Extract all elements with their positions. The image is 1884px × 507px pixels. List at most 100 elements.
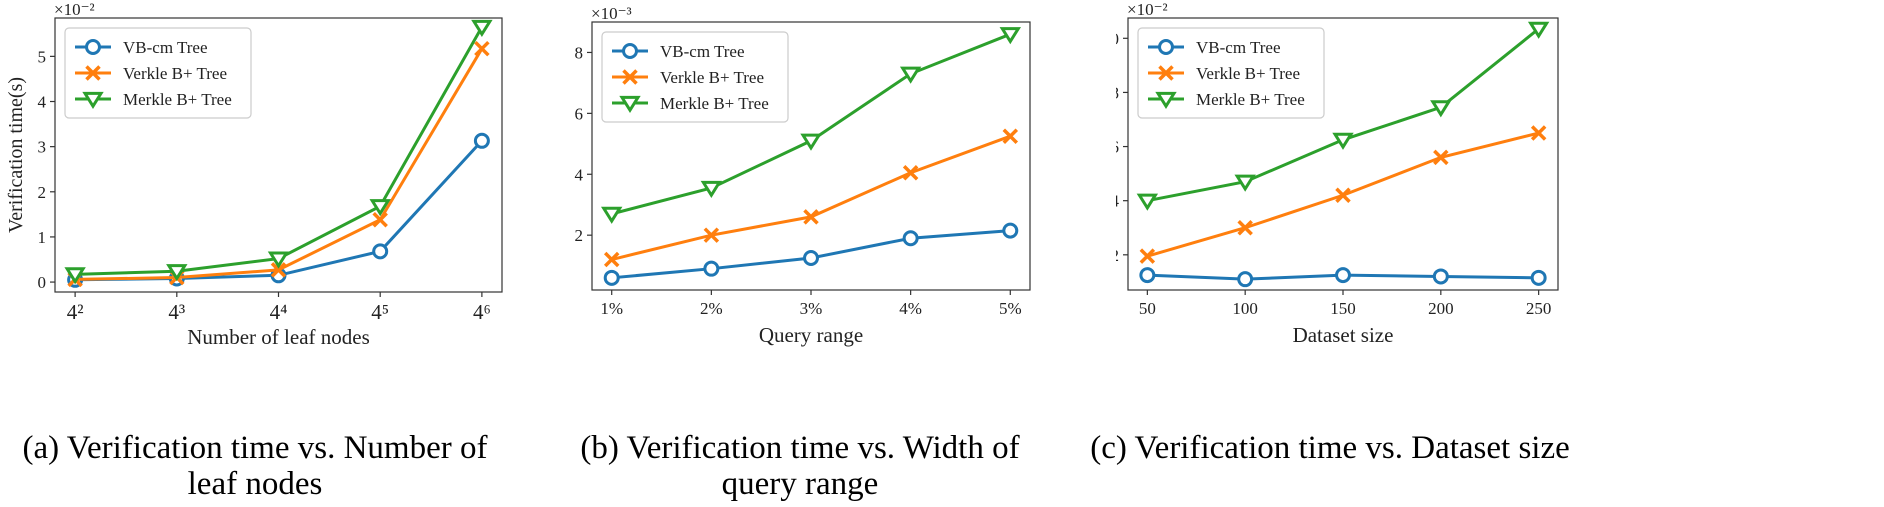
- x-tick-label: 2%: [700, 299, 723, 318]
- legend-label: Verkle B+ Tree: [1196, 64, 1300, 83]
- x-tick-label: 100: [1232, 299, 1258, 318]
- y-tick-label: 0.8: [1116, 83, 1119, 102]
- data-point: [267, 251, 290, 269]
- legend-label: Merkle B+ Tree: [1196, 90, 1305, 109]
- y-tick-label: 4: [575, 165, 584, 184]
- data-point: [1332, 132, 1354, 150]
- legend-label: VB-cm Tree: [123, 38, 208, 57]
- data-point: [902, 165, 919, 181]
- caption-b: (b) Verification time vs. Width of query…: [520, 430, 1080, 502]
- caption-b-line-1: (b) Verification time vs. Width of: [580, 430, 1020, 466]
- data-point: [372, 243, 389, 260]
- data-point: [1530, 125, 1547, 141]
- x-tick-label: 4⁴: [270, 300, 288, 324]
- x-tick-label: 200: [1428, 299, 1454, 318]
- data-point: [1002, 222, 1019, 239]
- data-point: [603, 269, 620, 286]
- y-tick-label: 5: [38, 47, 47, 66]
- y-tick-label: 4: [38, 93, 47, 112]
- series-circle: [603, 222, 1019, 286]
- x-axis-label: Query range: [759, 323, 863, 347]
- data-point: [999, 27, 1021, 45]
- x-tick-label: 3%: [800, 299, 823, 318]
- y-tick-label: 8: [575, 43, 584, 62]
- series-triangle-down: [1136, 21, 1550, 211]
- legend-marker: [622, 43, 638, 59]
- data-point: [1433, 149, 1449, 166]
- x-tick-label: 4%: [899, 299, 922, 318]
- data-point: [1136, 193, 1159, 211]
- legend-marker: [82, 91, 104, 110]
- y-tick-label: 3: [38, 138, 47, 157]
- data-point: [703, 260, 720, 277]
- data-point: [474, 40, 490, 57]
- data-point: [1335, 187, 1351, 204]
- x-tick-label: 150: [1330, 299, 1356, 318]
- x-axis-label: Dataset size: [1293, 323, 1394, 347]
- y-multiplier-label: ×10⁻³: [591, 4, 632, 23]
- data-point: [1430, 100, 1452, 118]
- series-x: [603, 128, 1019, 268]
- data-point: [899, 66, 922, 84]
- y-multiplier-label: ×10⁻²: [54, 0, 95, 19]
- data-point: [902, 230, 919, 247]
- caption-b-line-2: query range: [721, 466, 879, 502]
- legend-label: Merkle B+ Tree: [660, 94, 769, 113]
- y-tick-label: 2: [38, 183, 47, 202]
- legend: VB-cm Tree Verkle B+ Tree Merkle B+ Tree: [64, 27, 252, 119]
- legend: VB-cm Tree Verkle B+ Tree Merkle B+ Tree: [1137, 27, 1325, 119]
- data-point: [1432, 268, 1449, 285]
- data-point: [372, 212, 388, 228]
- data-point: [1527, 21, 1550, 39]
- caption-c-line-1: (c) Verification time vs. Dataset size: [1090, 430, 1570, 466]
- caption-a: (a) Verification time vs. Number of leaf…: [0, 430, 535, 502]
- data-point: [700, 180, 723, 199]
- series-triangle-down: [64, 19, 493, 285]
- caption-c: (c) Verification time vs. Dataset size: [1050, 430, 1610, 466]
- series-circle: [1139, 267, 1547, 288]
- chart-panel-a: 0 1 2 3 4 5 4² 4³ 4⁴ 4⁵ 4⁶ ×10⁻² Number of leaf node…: [0, 0, 560, 507]
- x-tick-label: 5%: [999, 299, 1022, 318]
- legend-marker: [1155, 91, 1177, 110]
- data-point: [64, 267, 86, 285]
- y-axis-label: Verification time(s): [5, 77, 27, 233]
- y-tick-label: 1.0: [1116, 29, 1119, 48]
- series-x: [1139, 125, 1547, 264]
- x-tick-label: 50: [1139, 299, 1156, 318]
- y-tick-label: 0.4: [1116, 192, 1120, 211]
- y-tick-label: 0: [38, 273, 47, 292]
- data-point: [1139, 248, 1156, 264]
- legend-label: VB-cm Tree: [660, 42, 745, 61]
- x-tick-label: 4²: [67, 300, 84, 324]
- x-tick-label: 4⁵: [371, 300, 389, 324]
- x-tick-label: 250: [1526, 299, 1552, 318]
- legend-label: VB-cm Tree: [1196, 38, 1281, 57]
- data-point: [803, 250, 819, 267]
- legend-box: [64, 27, 252, 119]
- x-tick-label: 4³: [168, 300, 185, 324]
- x-tick-label: 1%: [600, 299, 623, 318]
- data-point: [473, 132, 490, 149]
- legend-marker: [85, 65, 101, 81]
- plot-a: 0 1 2 3 4 5 4² 4³ 4⁴ 4⁵ 4⁶ ×10⁻² Number of leaf node…: [5, 0, 503, 349]
- data-point: [270, 262, 287, 278]
- data-point: [1335, 267, 1351, 284]
- legend-marker: [1158, 39, 1174, 55]
- x-tick-label: 4⁶: [473, 300, 491, 324]
- legend-label: Verkle B+ Tree: [123, 64, 227, 83]
- data-point: [471, 19, 493, 38]
- legend-marker: [622, 69, 638, 85]
- y-multiplier-label: ×10⁻²: [1127, 0, 1168, 19]
- data-point: [1530, 269, 1547, 286]
- x-axis-label: Number of leaf nodes: [187, 325, 370, 349]
- data-point: [369, 199, 391, 217]
- legend-marker: [1158, 65, 1174, 81]
- series-triangle-down: [601, 27, 1021, 224]
- data-point: [603, 251, 620, 268]
- data-point: [703, 227, 720, 243]
- legend-label: Verkle B+ Tree: [660, 68, 764, 87]
- chart-c-svg: 0.2 0.4 0.6 0.8 1.0 50 100 150 200 250 ×10⁻² Datase…: [1116, 0, 1559, 347]
